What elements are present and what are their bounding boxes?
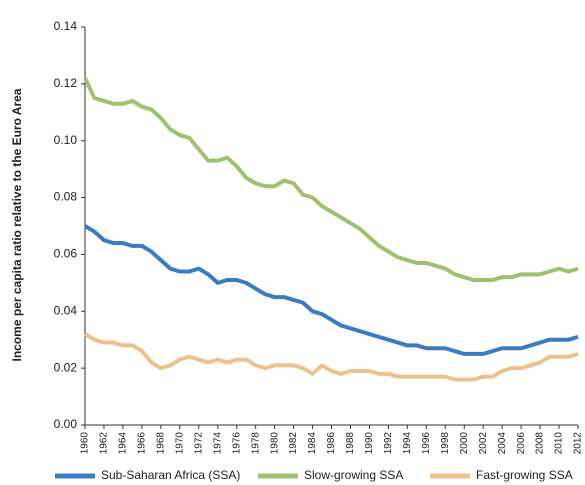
x-tick-label: 2008: [535, 432, 546, 455]
y-axis-label: Income per capita ratio relative to the …: [10, 88, 24, 361]
x-tick-label: 1984: [307, 432, 318, 455]
x-tick-label: 1982: [288, 432, 299, 455]
x-tick-label: 1974: [212, 432, 223, 455]
x-tick-label: 1966: [137, 432, 148, 455]
series-line: [83, 224, 579, 356]
y-tick-label: 0.00: [54, 417, 78, 431]
x-tick-label: 1990: [364, 432, 375, 455]
x-tick-label: 1986: [326, 432, 337, 455]
legend-label: Slow-growing SSA: [304, 468, 403, 482]
series-line: [83, 332, 579, 382]
y-tick-label: 0.12: [54, 76, 78, 90]
y-tick-label: 0.04: [54, 303, 78, 317]
series-line: [83, 77, 579, 283]
y-tick-label: 0.08: [54, 190, 78, 204]
x-tick-label: 1988: [345, 432, 356, 455]
y-tick-label: 0.02: [54, 360, 78, 374]
x-tick-label: 2002: [478, 432, 489, 455]
x-tick-label: 1998: [440, 432, 451, 455]
x-tick-label: 1994: [402, 432, 413, 455]
x-tick-label: 1964: [118, 432, 129, 455]
x-tick-label: 2000: [459, 432, 470, 455]
legend-label: Sub-Saharan Africa (SSA): [101, 468, 240, 482]
x-tick-label: 2012: [573, 432, 584, 455]
x-tick-label: 2006: [516, 432, 527, 455]
y-tick-label: 0.10: [54, 133, 78, 147]
legend-label: Fast-growing SSA: [476, 468, 573, 482]
x-tick-label: 1972: [193, 432, 204, 455]
x-tick-label: 1992: [383, 432, 394, 455]
x-tick-label: 2010: [554, 432, 565, 455]
x-tick-label: 1978: [250, 432, 261, 455]
x-tick-label: 1996: [421, 432, 432, 455]
x-tick-label: 1980: [269, 432, 280, 455]
x-tick-label: 2004: [497, 432, 508, 455]
x-tick-label: 1970: [174, 432, 185, 455]
y-tick-label: 0.14: [54, 19, 78, 33]
x-tick-label: 1968: [155, 432, 166, 455]
y-tick-label: 0.06: [54, 247, 78, 261]
x-tick-label: 1976: [231, 432, 242, 455]
x-tick-label: 1960: [80, 432, 91, 455]
x-tick-label: 1962: [99, 432, 110, 455]
